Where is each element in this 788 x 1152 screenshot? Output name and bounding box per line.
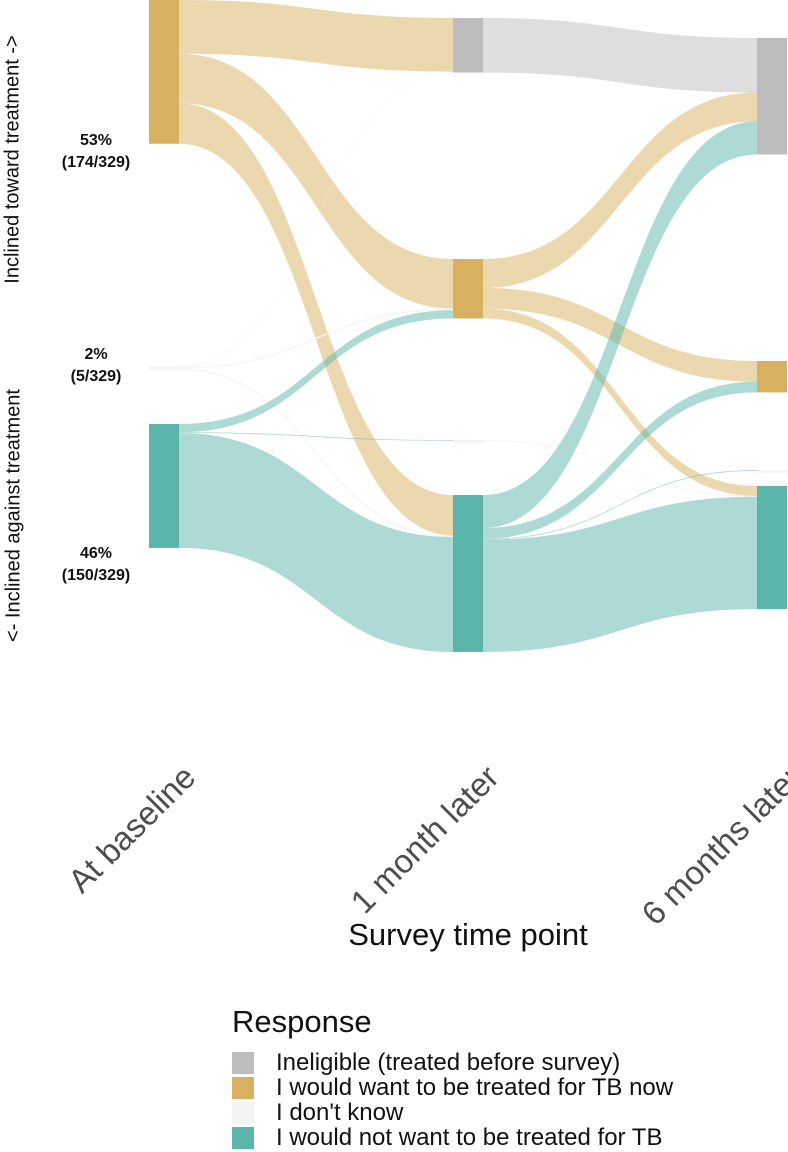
legend-item-dont-know: I don't know: [232, 1099, 404, 1126]
flow-b_not-to-m_not: [179, 433, 453, 652]
flow-m_not-to-s_inel: [483, 121, 757, 529]
flow-m_not-to-s_not: [483, 496, 757, 652]
node-s_dk: [757, 470, 787, 473]
flow-b_dk-to-m_not: [179, 368, 453, 538]
flow-b_not-to-m_dk: [179, 432, 453, 441]
flow-b_dk-to-m_want: [179, 308, 453, 369]
node-m_want: [453, 259, 483, 319]
legend-key-ineligible: [232, 1052, 254, 1074]
annotation-want-count: (174/329): [61, 154, 131, 171]
x-axis-title: Survey time point: [348, 917, 588, 952]
flow-nodes: [149, 0, 787, 652]
annotation-not-want-count: (150/329): [61, 567, 131, 584]
flow-b_want-to-m_not: [179, 103, 453, 536]
node-b_want: [149, 0, 179, 144]
node-s_not: [757, 486, 787, 610]
annotation-dont-know-percent: 2%: [84, 346, 108, 363]
node-m_dk: [453, 440, 483, 443]
y-label-toward-treatment: Inclined toward treatment ->: [1, 35, 24, 284]
flow-m_not-to-s_dk: [483, 470, 757, 540]
annotation-not-want: 46% (150/329): [36, 543, 156, 587]
node-m_not: [453, 495, 483, 652]
legend-label-want: I would want to be treated for TB now: [276, 1074, 674, 1101]
node-b_not: [149, 424, 179, 548]
flow-b_want-to-m_inel: [179, 0, 453, 72]
flow-links: [179, 0, 757, 652]
flow-m_not-to-s_want: [483, 381, 757, 539]
legend-label-ineligible: Ineligible (treated before survey): [276, 1049, 621, 1076]
flow-m_dk-to-s_not: [483, 440, 757, 497]
legend-item-want: I would want to be treated for TB now: [232, 1074, 674, 1101]
legend-item-not-want: I would not want to be treated for TB: [232, 1124, 663, 1151]
annotation-not-want-percent: 46%: [79, 545, 113, 562]
legend-label-not-want: I would not want to be treated for TB: [276, 1124, 663, 1151]
flow-m_want-to-s_inel: [483, 92, 757, 288]
annotation-dont-know-count: (5/329): [70, 368, 122, 385]
annotation-dont-know: 2% (5/329): [36, 344, 156, 388]
annotation-want: 53% (174/329): [36, 130, 156, 174]
legend-label-dont-know: I don't know: [276, 1099, 404, 1126]
flow-b_want-to-m_want: [179, 53, 453, 309]
annotation-want-percent: 53%: [79, 132, 113, 149]
legend-item-ineligible: Ineligible (treated before survey): [232, 1049, 621, 1076]
legend-key-dont-know: [232, 1102, 254, 1124]
legend-title: Response: [232, 1004, 372, 1039]
flow-m_want-to-s_not: [483, 308, 757, 496]
legend-key-want: [232, 1077, 254, 1099]
node-s_want: [757, 361, 787, 393]
flow-m_inel-to-s_inel: [483, 18, 757, 93]
node-b_dk: [149, 366, 179, 371]
flow-b_not-to-m_want: [179, 310, 453, 433]
legend-key-not-want: [232, 1127, 254, 1149]
flow-b_dk-to-m_inel: [179, 71, 453, 367]
node-m_inel: [453, 18, 483, 73]
node-s_inel: [757, 38, 787, 155]
y-label-against-treatment: <- Inclined against treatment: [2, 389, 25, 642]
